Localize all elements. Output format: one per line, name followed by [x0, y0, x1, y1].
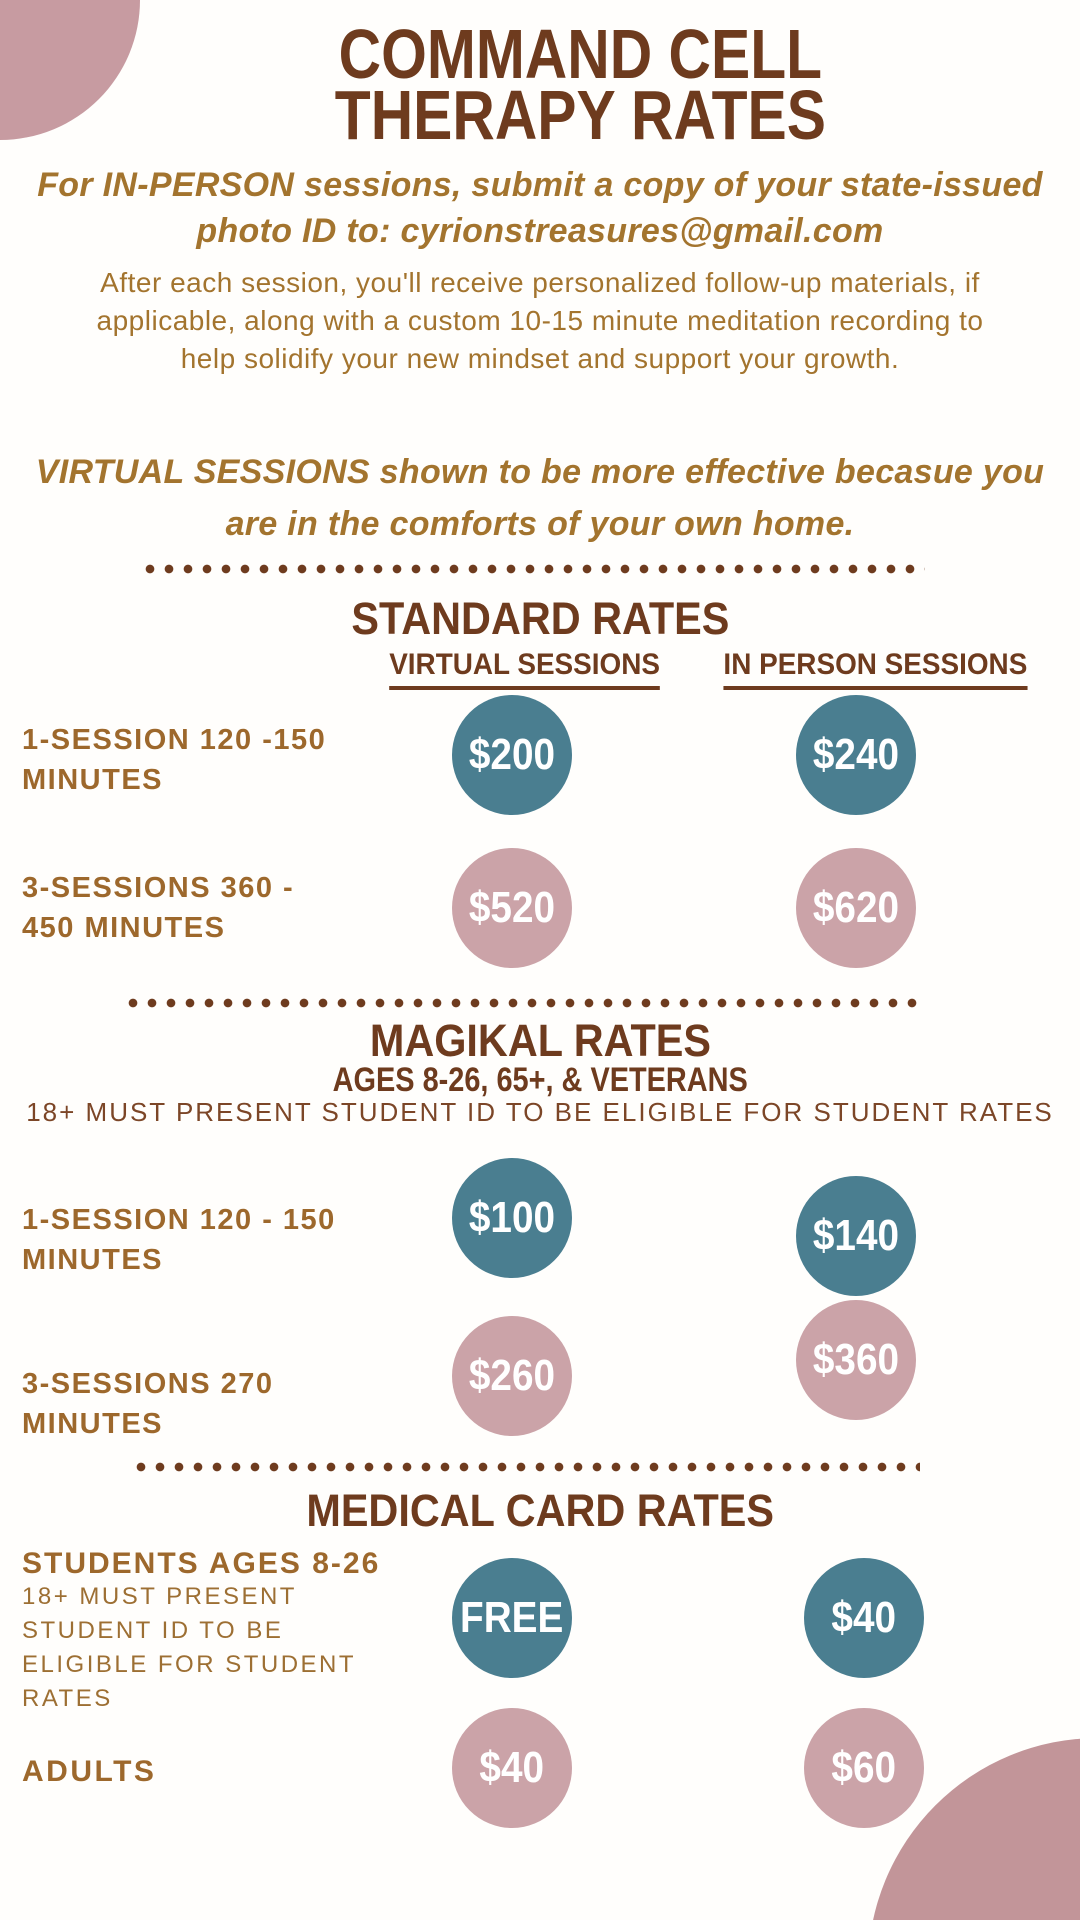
magikal-ages-subheading: AGES 8-26, 65+, & VETERANS: [332, 1061, 748, 1099]
price-badge-magikal-1-virtual: $100: [452, 1158, 572, 1278]
page-title-line-2: THERAPY RATES: [334, 76, 826, 154]
dotted-divider-2: [128, 998, 922, 1008]
page-title: COMMAND CELL THERAPY RATES: [0, 15, 1080, 154]
row-label-magikal-2: 3-SESSIONS 270 MINUTES: [22, 1368, 274, 1440]
id-instruction-line-2: photo ID to: cyrionstreasures@gmail.com: [196, 212, 884, 250]
section-heading-magikal-rates: MAGIKAL RATES: [369, 1015, 711, 1066]
price-badge-standard-1-in-person: $240: [796, 695, 916, 815]
price-badge-adults-virtual: $40: [452, 1708, 572, 1828]
followup-line-2: applicable, along with a custom 10-15 mi…: [96, 305, 984, 336]
row-label-standard-1: 1-SESSION 120 -150 MINUTES: [22, 724, 327, 796]
price-badge-magikal-2-virtual: $260: [452, 1316, 572, 1436]
row-label-magikal-1: 1-SESSION 120 - 150 MINUTES: [22, 1204, 336, 1276]
followup-line-1: After each session, you'll receive perso…: [100, 267, 980, 298]
column-header-in-person-sessions: IN PERSON SESSIONS: [690, 648, 1060, 690]
price-badge-magikal-2-in-person: $360: [796, 1300, 916, 1420]
price-badge-standard-2-in-person: $620: [796, 848, 916, 968]
followup-description: After each session, you'll receive perso…: [0, 264, 1080, 378]
magikal-student-id-note: 18+ MUST PRESENT STUDENT ID TO BE ELIGIB…: [26, 1097, 1054, 1127]
virtual-sessions-note: VIRTUAL SESSIONS shown to be more effect…: [0, 446, 1080, 550]
row-label-students: STUDENTS AGES 8-26: [22, 1547, 381, 1580]
price-badge-adults-in-person: $60: [804, 1708, 924, 1828]
row-label-adults: ADULTS: [22, 1755, 157, 1788]
dotted-divider-1: [145, 564, 925, 574]
price-badge-magikal-1-in-person: $140: [796, 1176, 916, 1296]
followup-line-3: help solidify your new mindset and suppo…: [180, 343, 900, 374]
id-instruction-line-1: For IN-PERSON sessions, submit a copy of…: [37, 166, 1043, 204]
column-header-virtual-sessions: VIRTUAL SESSIONS: [360, 648, 690, 690]
price-badge-students-in-person: $40: [804, 1558, 924, 1678]
page-title-line-1: COMMAND CELL: [338, 15, 822, 93]
price-badge-standard-1-virtual: $200: [452, 695, 572, 815]
students-id-note: 18+ MUST PRESENT STUDENT ID TO BE ELIGIB…: [22, 1583, 357, 1712]
price-badge-students-virtual: FREE: [452, 1558, 572, 1678]
virtual-note-line-2: are in the comforts of your own home.: [225, 505, 855, 543]
dotted-divider-3: [136, 1462, 920, 1472]
row-label-standard-2: 3-SESSIONS 360 - 450 MINUTES: [22, 872, 295, 944]
section-heading-standard-rates: STANDARD RATES: [351, 593, 729, 644]
price-badge-standard-2-virtual: $520: [452, 848, 572, 968]
id-instruction-note: For IN-PERSON sessions, submit a copy of…: [0, 162, 1080, 254]
section-heading-medical-card-rates: MEDICAL CARD RATES: [306, 1485, 774, 1536]
virtual-note-line-1: VIRTUAL SESSIONS shown to be more effect…: [35, 453, 1045, 491]
